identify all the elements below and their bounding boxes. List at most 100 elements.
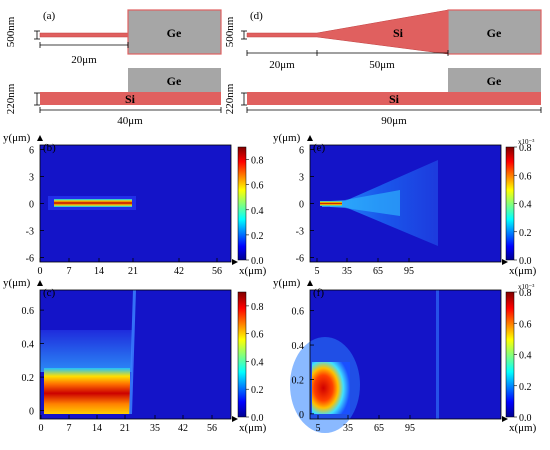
si-slab-side-a — [40, 92, 221, 105]
colorbar-tick-label-b: 0.2 — [251, 231, 264, 242]
y-axis-arrow-c — [37, 280, 43, 286]
colorbar-exponent-f: x10⁻³ — [518, 283, 534, 291]
si-waveguide-top-a — [39, 32, 129, 38]
x-axis-label-f: x(μm) — [509, 422, 537, 434]
y-axis-arrow-f — [307, 280, 313, 286]
colorbar-tick-label-f: 0.0 — [519, 413, 532, 424]
colorbar-tick-label-c: 0.0 — [251, 413, 264, 424]
y-tick-label-f: 0.2 — [292, 375, 305, 386]
colorbar-tick-label-b: 0.4 — [251, 206, 264, 217]
colorbar-frame-b — [237, 146, 247, 261]
total-length-label-a: 40μm — [117, 115, 143, 127]
field-hotspot-f — [312, 362, 350, 414]
panel-label-d: (d) — [250, 10, 263, 22]
x-tick-label-f: 35 — [343, 423, 353, 434]
plot-frame-f — [309, 289, 502, 420]
x-tick-label-f: 65 — [374, 423, 384, 434]
x-tick-label-b: 0 — [38, 266, 43, 277]
width-label-a: 500nm — [5, 16, 17, 47]
x-tick-label-b: 56 — [212, 266, 222, 277]
field-map-c — [40, 290, 231, 419]
y-tick-label-f: 0 — [299, 410, 304, 421]
field-glow-c — [40, 330, 132, 372]
panel-label-f: (f) — [313, 287, 324, 299]
y-tick-label-e: 3 — [299, 173, 304, 184]
colorbar-tick-label-e: 0.0 — [519, 256, 532, 267]
y-tick-label-e: -3 — [296, 227, 304, 238]
si-label-side-a: Si — [125, 92, 136, 106]
y-axis-arrow-e — [307, 135, 313, 141]
colorbar-tick-label-b: 0.0 — [251, 256, 264, 267]
y-tick-label-f: 0.4 — [292, 341, 305, 352]
panel-label-b: (b) — [43, 142, 56, 154]
schematic-d: (d) 500nm Si Ge 20μm 50μm 220nm Ge Si 90… — [224, 9, 542, 127]
x-axis-arrow-e — [502, 259, 508, 265]
si-label-side-d: Si — [389, 92, 400, 106]
colorbar-frame-c — [237, 291, 247, 418]
colorbar-tick-label-f: 0.6 — [519, 319, 532, 330]
x-axis-label-e: x(μm) — [509, 265, 537, 277]
straight-length-label-d: 20μm — [269, 59, 295, 71]
y-tick-label-e: 6 — [299, 146, 304, 157]
colorbar-e — [506, 147, 514, 260]
colorbar-b — [238, 147, 246, 260]
colorbar-tick-label-b: 0.6 — [251, 181, 264, 192]
field-map-b — [40, 145, 231, 262]
y-tick-label-c: 0.2 — [22, 373, 35, 384]
x-tick-label-c: 0 — [39, 423, 44, 434]
x-tick-label-e: 35 — [342, 266, 352, 277]
x-tick-label-e: 5 — [315, 266, 320, 277]
colorbar-tick-label-c: 0.2 — [251, 385, 264, 396]
ge-label-top-d: Ge — [487, 26, 502, 40]
y-tick-label-e: 0 — [299, 200, 304, 211]
x-axis-arrow-f — [502, 416, 508, 422]
y-tick-label-c: 0.4 — [22, 340, 35, 351]
x-tick-label-c: 14 — [92, 423, 102, 434]
x-tick-label-b: 21 — [128, 266, 138, 277]
colorbar-tick-label-f: 0.2 — [519, 382, 532, 393]
si-label-top-d: Si — [393, 26, 404, 40]
x-tick-label-c: 7 — [67, 423, 72, 434]
colorbar-tick-label-b: 0.8 — [251, 156, 264, 167]
x-tick-label-c: 56 — [207, 423, 217, 434]
y-tick-label-b: 0 — [29, 200, 34, 211]
chart-b: (b) y(μm) x(μm) 6 3 0 -3 -6 0 7 14 21 42 56 0.8 0.6 0.4 0… — [3, 132, 267, 277]
colorbar-tick-label-c: 0.6 — [251, 330, 264, 341]
x-axis-label-c: x(μm) — [239, 422, 267, 434]
y-tick-label-b: 3 — [29, 173, 34, 184]
height-label-d: 220nm — [224, 83, 236, 114]
plot-frame-c — [39, 289, 232, 420]
x-tick-label-e: 95 — [404, 266, 414, 277]
chart-f: (f) y(μm) x(μm) 0.6 0.4 0.2 0 5 35 65 95 0.8 0.6 0.4 0… — [273, 277, 537, 434]
x-tick-label-f: 5 — [316, 423, 321, 434]
x-axis-arrow-b — [232, 259, 238, 265]
si-slab-side-d — [247, 92, 541, 105]
taper-length-label-a: 20μm — [71, 54, 97, 66]
y-tick-label-f: 0.6 — [292, 307, 305, 318]
x-tick-label-f: 95 — [405, 423, 415, 434]
ge-label-side-d: Ge — [487, 74, 502, 88]
y-tick-label-b: -6 — [26, 254, 34, 265]
x-tick-label-c: 42 — [178, 423, 188, 434]
total-length-label-d: 90μm — [381, 115, 407, 127]
x-tick-label-b: 7 — [67, 266, 72, 277]
colorbar-f — [506, 292, 514, 417]
schematic-a: (a) 500nm Ge 20μm 220nm Ge Si 40μm — [5, 9, 222, 127]
y-axis-label-c: y(μm) — [3, 277, 31, 289]
x-tick-label-b: 42 — [174, 266, 184, 277]
chart-c: (c) y(μm) x(μm) 0.6 0.4 0.2 00 7 14 21 35 42 56 0.8 0.… — [3, 277, 267, 434]
x-tick-label-c: 35 — [150, 423, 160, 434]
chart-e: (e) y(μm) x(μm) 6 3 0 -3 -6 5 35 65 95 0.8 0.6 0.4 0.2 0… — [273, 132, 537, 277]
y-axis-label-b: y(μm) — [3, 132, 31, 144]
x-tick-label-e: 65 — [373, 266, 383, 277]
ge-block-side-a — [128, 68, 221, 92]
y-tick-label-b: 6 — [29, 146, 34, 157]
colorbar-tick-label-c: 0.8 — [251, 302, 264, 313]
field-map-f — [290, 290, 501, 433]
colorbar-tick-label-f: 0.4 — [519, 351, 532, 362]
y-axis-label-f: y(μm) — [273, 277, 301, 289]
x-tick-label-c: 21 — [120, 423, 130, 434]
field-edge-c — [129, 290, 136, 414]
y-tick-label-c: 0 — [29, 407, 34, 418]
field-hotspot-c — [44, 368, 130, 414]
